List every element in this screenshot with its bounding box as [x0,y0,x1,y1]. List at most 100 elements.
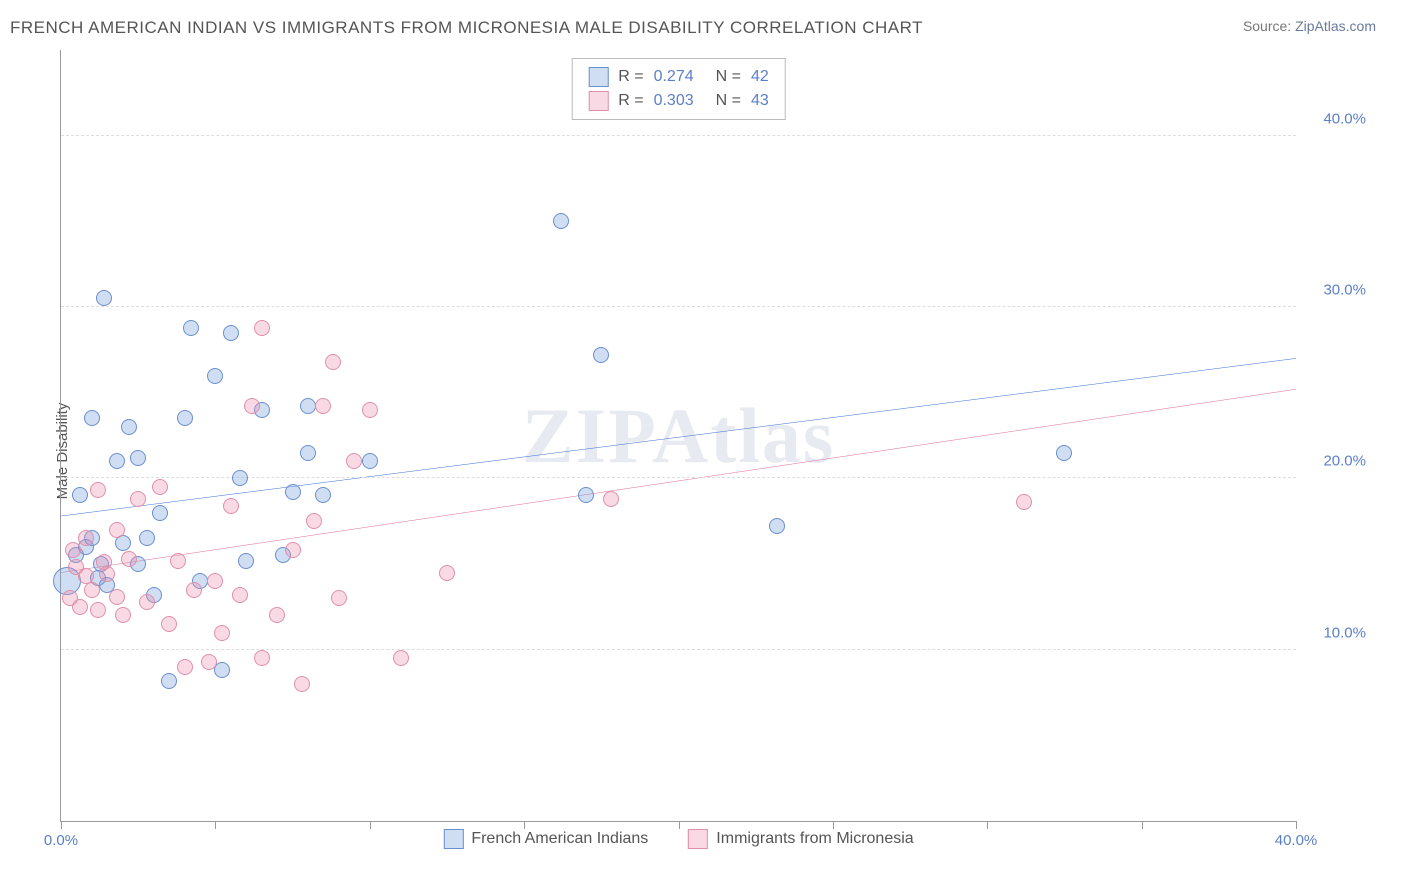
source-link[interactable]: ZipAtlas.com [1295,18,1376,34]
data-point [183,320,199,336]
legend-item: French American Indians [443,829,648,849]
gridline [61,135,1296,136]
data-point [161,673,177,689]
y-tick-label: 40.0% [1323,110,1366,127]
x-tick [1296,821,1297,829]
data-point [139,530,155,546]
data-point [186,582,202,598]
data-point [362,402,378,418]
data-point [72,487,88,503]
data-point [393,650,409,666]
legend-r-value: 0.274 [654,68,694,86]
data-point [223,498,239,514]
data-point [72,599,88,615]
source-label: Source: [1243,18,1291,34]
x-tick [679,821,680,829]
data-point [300,398,316,414]
data-point [84,582,100,598]
correlation-legend: R =0.274N =42R =0.303N =43 [571,58,786,120]
legend-item: Immigrants from Micronesia [688,829,913,849]
source-attribution: Source: ZipAtlas.com [1243,18,1376,34]
x-tick [524,821,525,829]
data-point [306,513,322,529]
data-point [769,518,785,534]
data-point [84,410,100,426]
data-point [315,398,331,414]
data-point [78,530,94,546]
data-point [65,542,81,558]
data-point [603,491,619,507]
legend-series-label: French American Indians [471,830,648,848]
legend-r-label: R = [618,92,643,110]
x-tick-label: 40.0% [1275,832,1318,849]
chart-container: Male Disability ZIPAtlas R =0.274N =42R … [36,50,1376,852]
x-tick [215,821,216,829]
plot-area: ZIPAtlas R =0.274N =42R =0.303N =43 Fren… [60,50,1296,822]
data-point [214,625,230,641]
data-point [109,453,125,469]
data-point [90,602,106,618]
legend-row: R = 0.274 N = 42 [588,65,769,89]
data-point [109,589,125,605]
data-point [161,616,177,632]
watermark: ZIPAtlas [522,391,836,481]
data-point [130,491,146,507]
data-point [300,445,316,461]
data-point [121,551,137,567]
legend-r-label: R = [618,68,643,86]
data-point [99,566,115,582]
data-point [593,347,609,363]
data-point [152,479,168,495]
data-point [294,676,310,692]
data-point [207,368,223,384]
data-point [238,553,254,569]
x-tick [1142,821,1143,829]
data-point [269,607,285,623]
data-point [207,573,223,589]
gridline [61,649,1296,650]
data-point [285,484,301,500]
legend-swatch [688,829,708,849]
data-point [232,587,248,603]
legend-n-label: N = [716,68,741,86]
trend-lines [61,50,1296,821]
data-point [223,325,239,341]
legend-r-value: 0.303 [654,92,694,110]
legend-series-label: Immigrants from Micronesia [716,830,913,848]
x-tick [61,821,62,829]
data-point [325,354,341,370]
data-point [90,482,106,498]
data-point [254,650,270,666]
data-point [109,522,125,538]
gridline [61,306,1296,307]
data-point [121,419,137,435]
data-point [578,487,594,503]
data-point [96,290,112,306]
data-point [285,542,301,558]
data-point [152,505,168,521]
x-tick [833,821,834,829]
data-point [232,470,248,486]
legend-n-value: 42 [751,68,769,86]
y-tick-label: 20.0% [1323,453,1366,470]
trend-line [61,358,1296,516]
data-point [177,659,193,675]
y-tick-label: 10.0% [1323,624,1366,641]
data-point [439,565,455,581]
data-point [331,590,347,606]
data-point [201,654,217,670]
data-point [244,398,260,414]
data-point [315,487,331,503]
data-point [139,594,155,610]
data-point [1016,494,1032,510]
data-point [1056,445,1072,461]
y-tick-label: 30.0% [1323,282,1366,299]
legend-swatch [588,67,608,87]
legend-row: R =0.303N =43 [588,89,769,113]
legend-n-value: 43 [751,92,769,110]
data-point [254,320,270,336]
data-point [346,453,362,469]
x-tick [370,821,371,829]
data-point [170,553,186,569]
data-point [553,213,569,229]
